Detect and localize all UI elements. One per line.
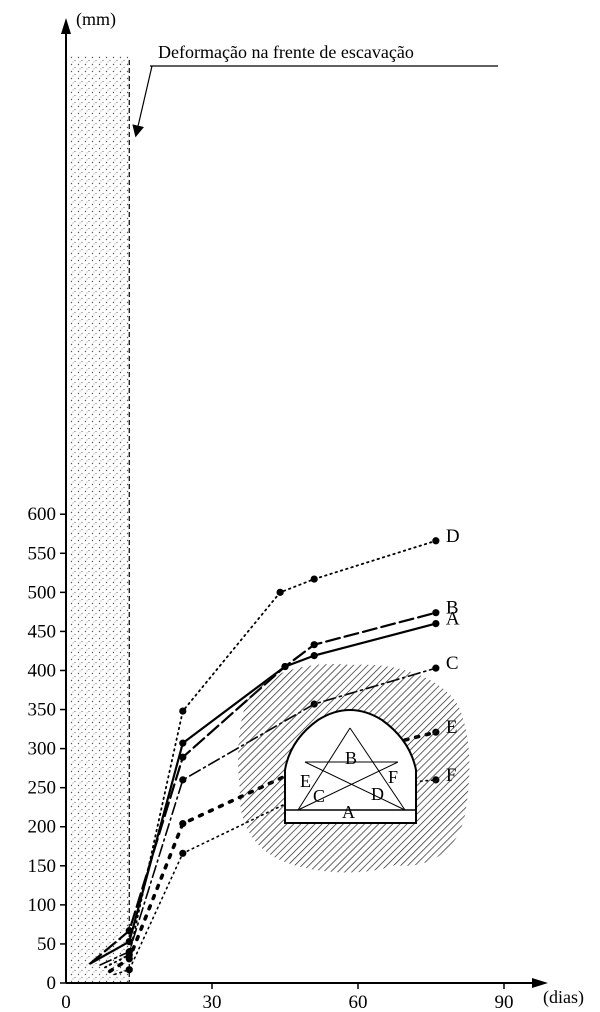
diagram-label-b: B: [345, 748, 357, 768]
tunnel-section: [284, 709, 417, 824]
series-a: A: [89, 609, 460, 965]
series-c-label: C: [446, 653, 459, 674]
series-b-point: [125, 927, 133, 935]
series-a-point: [179, 739, 187, 747]
y-tick-label: 550: [28, 543, 57, 564]
series-a-point: [310, 652, 318, 660]
excavation-front-annotation: Deformação na frente de escavação: [158, 42, 414, 62]
x-axis-label: (dias): [543, 987, 584, 1008]
y-tick-label: 600: [28, 504, 57, 525]
series-a-point: [432, 620, 440, 628]
y-tick-label: 150: [28, 856, 57, 877]
chord-d: [304, 761, 406, 811]
y-axis-arrow: [61, 18, 71, 34]
series-f-point: [125, 966, 133, 974]
chord-c: [297, 761, 399, 811]
series-b-label: B: [446, 598, 459, 619]
y-tick-label: 300: [28, 739, 57, 760]
y-tick-label: 50: [37, 934, 56, 955]
diagram-label-f: F: [388, 767, 398, 787]
series-b-point: [432, 609, 440, 617]
series-d-line: [104, 539, 437, 969]
series-b: B: [89, 598, 459, 965]
series-d-label: D: [446, 526, 460, 547]
x-tick-label: 90: [495, 992, 514, 1012]
series-d: D: [104, 526, 460, 969]
series-d-point: [310, 575, 318, 583]
series-c-point: [432, 664, 440, 672]
diagram-label-d: D: [371, 784, 384, 804]
diagram-label-c: C: [313, 786, 325, 806]
series-d-point: [179, 707, 187, 715]
y-tick-label: 400: [28, 660, 57, 681]
x-axis-arrow: [532, 978, 548, 988]
series-e-point: [179, 820, 187, 828]
chord-e: [297, 727, 351, 811]
tunnel-diagram: B E F C D A: [238, 664, 470, 873]
x-tick-label: 30: [203, 992, 222, 1012]
series-b-point: [179, 753, 187, 761]
series-a-label: A: [446, 609, 460, 630]
y-tick-label: 500: [28, 582, 57, 603]
series-e-point: [125, 955, 133, 963]
diagram-label-e: E: [300, 771, 311, 791]
x-tick-label: 60: [349, 992, 368, 1012]
series-f-point: [179, 849, 187, 857]
series-b-line: [89, 611, 437, 965]
y-tick-label: 0: [47, 973, 57, 994]
annotation-arrow: [132, 65, 153, 138]
y-tick-label: 350: [28, 700, 57, 721]
axis-ticks: 0 50 100 150 200 250 300 350 400 450 500 550 600 0 30 6…: [28, 504, 514, 1012]
series-b-point: [281, 662, 289, 671]
excavation-zone: [69, 56, 130, 983]
y-axis-label: (mm): [76, 9, 116, 30]
series-c-point: [179, 776, 187, 784]
diagram-label-a: A: [342, 802, 355, 822]
series-b-point: [310, 641, 318, 649]
chord-f: [349, 727, 406, 811]
y-tick-label: 450: [28, 621, 57, 642]
y-tick-label: 250: [28, 778, 57, 799]
x-tick-label: 0: [61, 992, 71, 1012]
series-d-point: [432, 537, 440, 545]
series-d-point: [276, 588, 284, 596]
y-tick-label: 200: [28, 817, 57, 838]
y-tick-label: 100: [28, 895, 57, 916]
series-a-line: [89, 622, 437, 965]
